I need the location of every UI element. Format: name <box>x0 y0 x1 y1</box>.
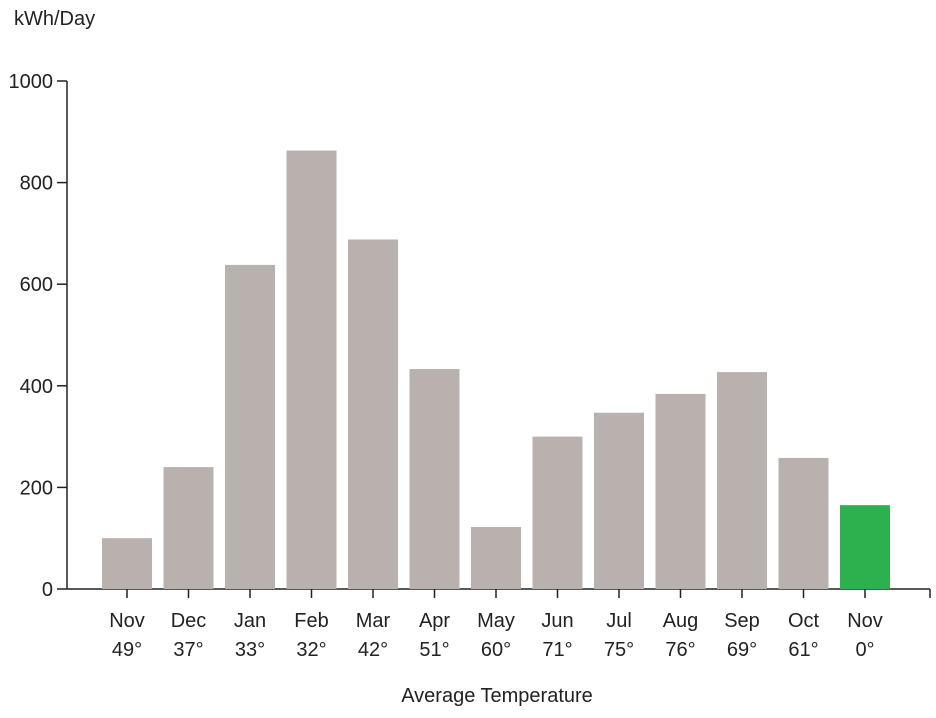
bar-apr <box>409 369 460 589</box>
y-tick-label: 0 <box>42 579 53 601</box>
x-axis <box>67 588 931 598</box>
y-tick-label: 600 <box>20 274 53 296</box>
bar-mar <box>348 239 398 589</box>
x-tick-label-temperature: 71° <box>542 639 572 661</box>
x-tick-label-temperature: 61° <box>788 639 818 661</box>
bar-nov <box>102 538 152 589</box>
x-tick-label-temperature: 60° <box>481 639 511 661</box>
bar-feb <box>286 150 337 589</box>
bar-jan <box>225 264 275 589</box>
x-tick-label-month: Jun <box>541 610 573 632</box>
bar-jul <box>594 412 644 589</box>
x-tick-label-month: Feb <box>294 610 328 632</box>
x-tick-label-month: Oct <box>788 610 820 632</box>
x-tick-labels: Nov 49° Dec 37° Jan 33° Feb 32° Mar 42° Apr 51° May 6… <box>109 610 883 661</box>
y-axis: 0 200 400 600 800 1000 <box>9 71 68 601</box>
y-tick-label: 1000 <box>9 71 54 93</box>
x-tick-label-temperature: 42° <box>358 639 388 661</box>
x-tick-label-month: Aug <box>663 610 699 632</box>
y-tick-label: 200 <box>20 477 53 499</box>
x-tick-label-month: Mar <box>356 610 391 632</box>
y-tick-label: 400 <box>20 376 53 398</box>
bar-aug <box>655 393 706 589</box>
y-tick-label: 800 <box>20 173 53 195</box>
x-tick-label-temperature: 0° <box>855 639 874 661</box>
x-tick-label-temperature: 51° <box>419 639 449 661</box>
bar-may <box>471 527 521 589</box>
x-tick-label-temperature: 33° <box>235 639 265 661</box>
x-tick-label-temperature: 76° <box>665 639 695 661</box>
bar-oct <box>778 457 829 589</box>
bar-series <box>102 150 890 589</box>
x-tick-label-month: Apr <box>419 610 450 632</box>
x-tick-label-temperature: 37° <box>173 639 203 661</box>
x-tick-label-month: Dec <box>171 610 207 632</box>
x-tick-label-month: Jan <box>234 610 266 632</box>
bar-sep <box>717 372 767 589</box>
bar-nov <box>840 505 890 589</box>
x-axis-label: Average Temperature <box>401 685 593 707</box>
x-tick-label-temperature: 75° <box>604 639 634 661</box>
x-tick-label-month: Sep <box>724 610 760 632</box>
x-tick-label-temperature: 32° <box>296 639 326 661</box>
bar-jun <box>532 436 583 589</box>
y-axis-label: kWh/Day <box>14 8 95 30</box>
x-tick-label-temperature: 69° <box>727 639 757 661</box>
x-tick-label-month: Nov <box>109 610 145 632</box>
x-tick-label-temperature: 49° <box>112 639 142 661</box>
x-tick-label-month: May <box>477 610 515 632</box>
x-tick-label-month: Jul <box>606 610 632 632</box>
x-tick-label-month: Nov <box>847 610 883 632</box>
bar-dec <box>163 467 214 589</box>
